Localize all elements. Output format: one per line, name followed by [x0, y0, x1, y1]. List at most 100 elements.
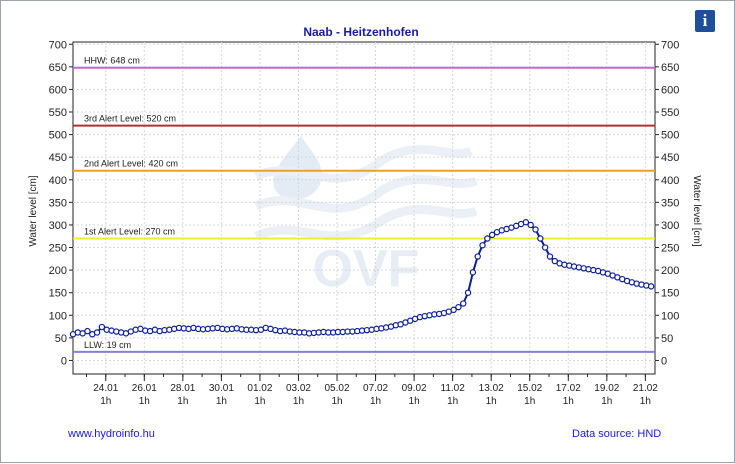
chart-title: Naab - Heitzenhofen	[303, 25, 418, 39]
data-point	[450, 306, 457, 314]
x-tick-label-date: 13.02	[479, 383, 504, 394]
x-tick-label-date: 15.02	[517, 383, 542, 394]
water-level-series	[69, 219, 655, 338]
data-point	[93, 329, 101, 336]
x-tick-label-hour: 1h	[100, 396, 111, 407]
x-tick-label-date: 30.01	[209, 383, 234, 394]
data-point	[460, 300, 467, 307]
y-tick-label-left: 500	[49, 130, 67, 142]
y-tick-label-left: 700	[49, 39, 67, 51]
y-tick-label-left: 250	[49, 243, 67, 255]
alert-level-label: LLW: 19 cm	[84, 340, 131, 350]
x-tick-label-hour: 1h	[331, 396, 342, 407]
y-tick-label-right: 0	[661, 355, 667, 367]
x-tick-label-date: 01.02	[247, 383, 272, 394]
x-tick-label-hour: 1h	[447, 396, 458, 407]
alert-levels: HHW: 648 cm 3rd Alert Level: 520 cm 2nd Al…	[73, 56, 655, 353]
y-axis-label-left: Water level [cm]	[28, 175, 39, 247]
y-tick-label-left: 550	[49, 107, 67, 119]
x-tick-label-hour: 1h	[139, 396, 150, 407]
alert-level-label: 2nd Alert Level: 420 cm	[84, 159, 178, 169]
y-tick-label-right: 600	[661, 84, 679, 96]
data-point	[479, 242, 486, 249]
watermark-text: OVF	[313, 240, 420, 298]
data-point	[455, 303, 462, 311]
data-point	[532, 226, 539, 233]
x-tick-label-hour: 1h	[563, 396, 574, 407]
y-tick-label-left: 50	[55, 333, 67, 345]
data-point	[474, 253, 481, 260]
x-tick-label-hour: 1h	[486, 396, 497, 407]
x-tick-label-date: 07.02	[363, 383, 388, 394]
data-point	[647, 283, 655, 290]
data-point	[98, 323, 106, 331]
x-tick-label-hour: 1h	[640, 396, 651, 407]
data-point	[84, 327, 91, 335]
x-tick-label-hour: 1h	[177, 396, 188, 407]
y-tick-label-left: 650	[49, 62, 67, 74]
grid	[73, 42, 655, 374]
x-tick-label-hour: 1h	[524, 396, 535, 407]
data-point	[541, 244, 549, 251]
x-tick-label-hour: 1h	[409, 396, 420, 407]
y-tick-label-right: 150	[661, 288, 679, 300]
alert-level-label: HHW: 648 cm	[84, 56, 140, 66]
y-tick-label-right: 400	[661, 175, 679, 187]
y-tick-label-right: 50	[661, 333, 673, 345]
x-tick-label-hour: 1h	[216, 396, 227, 407]
x-tick-label-hour: 1h	[293, 396, 304, 407]
y-tick-label-right: 250	[661, 243, 679, 255]
info-icon[interactable]: i	[695, 10, 715, 32]
x-tick-label-date: 09.02	[402, 383, 427, 394]
alert-level-label: 3rd Alert Level: 520 cm	[84, 114, 176, 124]
x-tick-label-date: 03.02	[286, 383, 311, 394]
y-tick-label-right: 200	[661, 265, 679, 277]
data-point	[469, 269, 477, 276]
data-point	[484, 235, 491, 242]
x-tick-label-date: 21.02	[633, 383, 658, 394]
y-tick-label-left: 400	[49, 175, 67, 187]
y-tick-label-right: 100	[661, 310, 679, 322]
data-point	[537, 235, 544, 242]
y-tick-label-right: 300	[661, 220, 679, 232]
y-tick-label-right: 700	[661, 39, 679, 51]
alert-level-label: 1st Alert Level: 270 cm	[84, 226, 175, 236]
x-tick-label-hour: 1h	[601, 396, 612, 407]
x-tick-label-date: 28.01	[170, 383, 195, 394]
x-tick-label-date: 24.01	[93, 383, 118, 394]
y-axis-label-right: Water level [cm]	[691, 175, 702, 247]
y-tick-label-left: 350	[49, 197, 67, 209]
y-tick-label-left: 200	[49, 265, 67, 277]
y-tick-label-left: 100	[49, 310, 67, 322]
x-tick-label-date: 19.02	[594, 383, 619, 394]
x-tick-label-date: 17.02	[556, 383, 581, 394]
plot-border	[72, 41, 656, 375]
y-tick-label-right: 650	[661, 62, 679, 74]
x-tick-label-hour: 1h	[370, 396, 381, 407]
data-point	[527, 221, 534, 229]
website-link[interactable]: www.hydroinfo.hu	[68, 428, 155, 440]
y-tick-label-right: 350	[661, 197, 679, 209]
x-tick-label-date: 26.01	[132, 383, 157, 394]
data-point	[464, 289, 472, 296]
plot-area	[72, 41, 656, 375]
y-tick-label-right: 550	[661, 107, 679, 119]
y-axis-right: 0 50 100 150 200 250 300 350 400 450 500 550 600 650 7…	[655, 39, 679, 367]
y-tick-label-right: 500	[661, 130, 679, 142]
data-point	[488, 231, 496, 239]
watermark-logo: OVF	[254, 136, 478, 298]
y-tick-label-left: 300	[49, 220, 67, 232]
y-tick-label-left: 450	[49, 152, 67, 164]
y-tick-label-right: 450	[661, 152, 679, 164]
x-tick-label-hour: 1h	[254, 396, 265, 407]
x-axis: 24.01 1h 26.01 1h 28.01 1h 30.01 1h 01.02 1h 03.02…	[85, 374, 658, 407]
x-tick-label-date: 05.02	[325, 383, 350, 394]
y-tick-label-left: 600	[49, 84, 67, 96]
y-tick-label-left: 0	[61, 355, 67, 367]
data-point	[522, 219, 530, 226]
y-tick-label-left: 150	[49, 288, 67, 300]
data-point	[546, 253, 554, 260]
x-tick-label-date: 11.02	[441, 383, 466, 394]
